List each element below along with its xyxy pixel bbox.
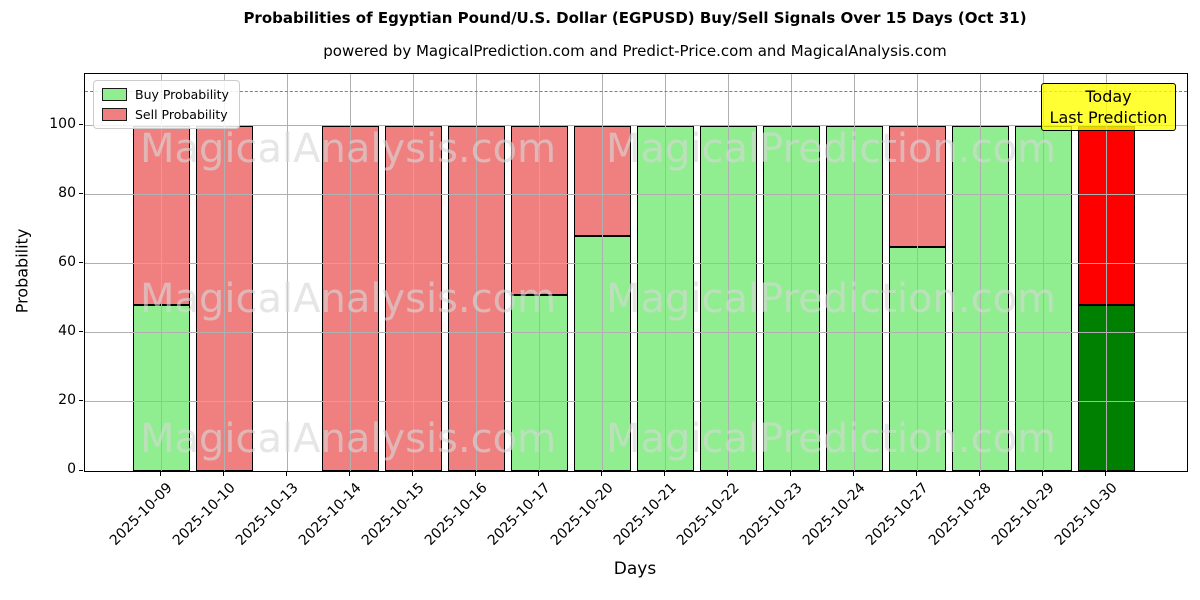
y-tick-60 <box>79 262 83 264</box>
y-axis-label: Probability <box>12 228 32 314</box>
gridline-x-2025-10-15 <box>412 74 414 471</box>
x-tick-label-2025-10-28: 2025-10-28 <box>925 480 995 549</box>
x-axis-label: Days <box>613 559 657 579</box>
today-annotation-line1: Today <box>1085 87 1132 106</box>
x-tick-2025-10-16 <box>474 472 476 476</box>
x-tick-label-2025-10-27: 2025-10-27 <box>862 480 932 549</box>
x-tick-label-2025-10-15: 2025-10-15 <box>358 480 428 549</box>
gridline-y-100 <box>85 125 1187 127</box>
x-tick-label-2025-10-30: 2025-10-30 <box>1051 480 1121 549</box>
x-tick-2025-10-09 <box>159 472 161 476</box>
gridline-x-2025-10-09 <box>160 74 162 471</box>
gridline-x-2025-10-27 <box>916 74 918 471</box>
chart-title: Probabilities of Egyptian Pound/U.S. Dol… <box>243 9 1027 27</box>
y-tick-100 <box>79 124 83 126</box>
gridline-x-2025-10-13 <box>286 74 288 471</box>
x-tick-2025-10-14 <box>348 472 350 476</box>
x-tick-label-2025-10-20: 2025-10-20 <box>547 480 617 549</box>
x-tick-label-2025-10-16: 2025-10-16 <box>421 480 491 549</box>
x-tick-2025-10-17 <box>537 472 539 476</box>
x-tick-label-2025-10-24: 2025-10-24 <box>799 480 869 549</box>
x-tick-label-2025-10-14: 2025-10-14 <box>295 480 365 549</box>
buy-swatch-icon <box>102 88 127 101</box>
gridline-x-2025-10-17 <box>538 74 540 471</box>
x-tick-label-2025-10-09: 2025-10-09 <box>106 480 176 549</box>
x-tick-2025-10-29 <box>1041 472 1043 476</box>
x-tick-label-2025-10-21: 2025-10-21 <box>610 480 680 549</box>
today-annotation: Today Last Prediction <box>1041 83 1176 131</box>
gridline-x-2025-10-23 <box>790 74 792 471</box>
x-tick-2025-10-13 <box>285 472 287 476</box>
today-annotation-line2: Last Prediction <box>1049 108 1168 127</box>
legend-sell-label: Sell Probability <box>135 107 228 122</box>
legend-buy-label: Buy Probability <box>135 87 229 102</box>
y-tick-label-40: 40 <box>58 322 76 339</box>
chart-subtitle: powered by MagicalPrediction.com and Pre… <box>323 42 947 60</box>
gridline-y-20 <box>85 401 1187 403</box>
sell-swatch-icon <box>102 108 127 121</box>
y-tick-0 <box>79 469 83 471</box>
x-tick-2025-10-27 <box>915 472 917 476</box>
x-tick-2025-10-15 <box>411 472 413 476</box>
gridline-x-2025-10-30 <box>1105 74 1107 471</box>
threshold-dashed-line <box>85 91 1187 93</box>
x-tick-2025-10-22 <box>726 472 728 476</box>
x-tick-2025-10-10 <box>222 472 224 476</box>
gridline-x-2025-10-28 <box>979 74 981 471</box>
x-tick-label-2025-10-23: 2025-10-23 <box>736 480 806 549</box>
gridline-y-60 <box>85 263 1187 265</box>
gridline-x-2025-10-10 <box>223 74 225 471</box>
y-tick-20 <box>79 400 83 402</box>
x-tick-label-2025-10-10: 2025-10-10 <box>169 480 239 549</box>
y-tick-label-100: 100 <box>49 115 76 132</box>
x-tick-2025-10-20 <box>600 472 602 476</box>
plot-area: MagicalAnalysis.com MagicalPrediction.com… <box>84 73 1188 472</box>
x-tick-label-2025-10-29: 2025-10-29 <box>988 480 1058 549</box>
y-tick-label-60: 60 <box>58 253 76 270</box>
gridline-x-2025-10-16 <box>475 74 477 471</box>
legend-item-buy: Buy Probability <box>102 87 229 102</box>
gridline-x-2025-10-29 <box>1042 74 1044 471</box>
x-tick-label-2025-10-17: 2025-10-17 <box>484 480 554 549</box>
gridline-x-2025-10-22 <box>727 74 729 471</box>
legend: Buy Probability Sell Probability <box>93 80 240 129</box>
x-tick-label-2025-10-22: 2025-10-22 <box>673 480 743 549</box>
x-tick-2025-10-23 <box>789 472 791 476</box>
x-tick-label-2025-10-13: 2025-10-13 <box>232 480 302 549</box>
gridline-x-2025-10-21 <box>664 74 666 471</box>
gridline-x-2025-10-14 <box>349 74 351 471</box>
y-tick-40 <box>79 331 83 333</box>
x-tick-2025-10-24 <box>852 472 854 476</box>
x-tick-2025-10-28 <box>978 472 980 476</box>
y-tick-label-20: 20 <box>58 391 76 408</box>
legend-item-sell: Sell Probability <box>102 107 229 122</box>
x-tick-2025-10-21 <box>663 472 665 476</box>
gridline-y-80 <box>85 194 1187 196</box>
y-tick-label-0: 0 <box>67 461 76 477</box>
x-tick-2025-10-30 <box>1104 472 1106 476</box>
gridline-x-2025-10-24 <box>853 74 855 471</box>
y-tick-label-80: 80 <box>58 184 76 201</box>
y-tick-80 <box>79 193 83 195</box>
gridline-y-40 <box>85 332 1187 334</box>
gridline-x-2025-10-20 <box>601 74 603 471</box>
